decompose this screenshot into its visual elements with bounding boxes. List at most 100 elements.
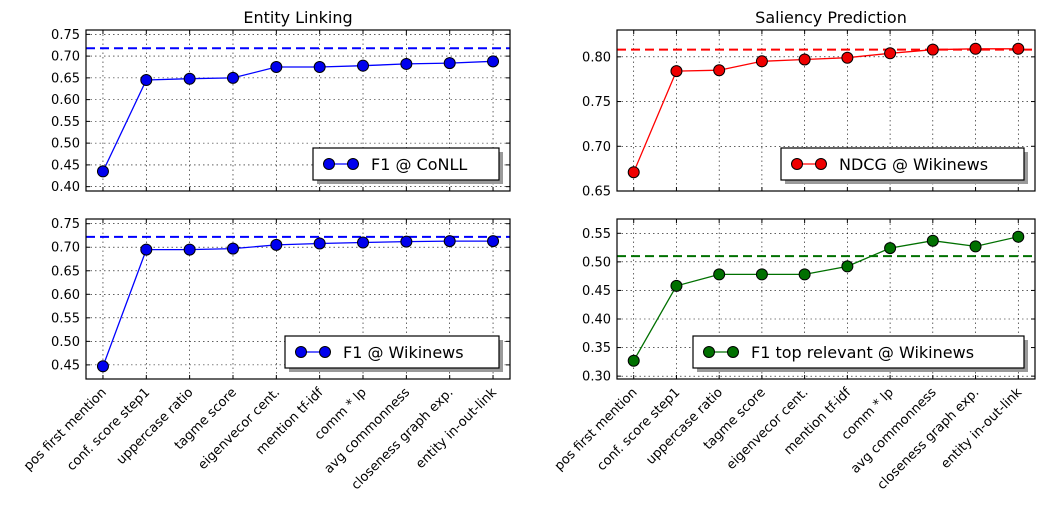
data-point: [270, 238, 283, 251]
legend: F1 @ Wikinews: [284, 335, 500, 369]
legend-marker: [323, 158, 335, 170]
panel-bottom-right: 0.30 0.35 0.40 0.45 0.50 0.55 F1 top relevant …: [552, 218, 1036, 493]
panel-bottom-left: 0.45 0.50 0.55 0.60 0.65 0.70 0.75 F1 @ Wikinew…: [21, 217, 511, 493]
y-tick-label: 0.55: [51, 115, 80, 130]
y-tick-label: 0.30: [582, 370, 611, 385]
data-point: [443, 235, 456, 248]
series-line: [102, 60, 494, 172]
plot-frame: [85, 218, 511, 380]
legend-marker: [347, 158, 359, 170]
y-tick-label: 0.55: [51, 311, 80, 326]
data-point: [96, 165, 109, 178]
data-point: [270, 60, 283, 73]
legend-label: F1 @ CoNLL: [371, 155, 467, 174]
data-point: [183, 243, 196, 256]
legend-marker: [295, 346, 307, 358]
y-tick-label: 0.75: [51, 28, 80, 43]
y-tick-label: 0.65: [51, 71, 80, 86]
y-tick-label: 0.50: [582, 255, 611, 270]
data-point: [183, 72, 196, 85]
right-column-title: Saliency Prediction: [755, 8, 907, 27]
data-point: [926, 234, 939, 247]
data-point: [140, 243, 153, 256]
data-point: [670, 65, 683, 78]
y-tick-label: 0.70: [51, 50, 80, 65]
data-point: [798, 53, 811, 66]
data-point: [884, 242, 897, 255]
data-point: [627, 354, 640, 367]
series-line: [102, 240, 493, 367]
y-tick-label: 0.75: [582, 95, 611, 110]
legend-label: F1 top relevant @ Wikinews: [751, 343, 974, 362]
data-point: [400, 235, 413, 248]
plot-frame: [616, 218, 1036, 380]
data-point: [841, 51, 854, 64]
data-point: [884, 47, 897, 60]
data-point: [313, 60, 326, 73]
y-tick-label: 0.70: [582, 140, 611, 155]
y-tick-label: 0.60: [51, 288, 80, 303]
data-point: [713, 64, 726, 77]
panel-top-right: 0.65 0.70 0.75 0.80 NDCG @ Wikinews: [582, 29, 1036, 200]
x-tick-label: eigenvecor cent.: [724, 385, 812, 473]
panel-top-left: 0.40 0.45 0.50 0.55 0.60 0.65 0.70 0.75 F1 @ CoN…: [51, 28, 511, 195]
data-point: [313, 237, 326, 250]
y-tick-label: 0.45: [582, 284, 611, 299]
y-tick-label: 0.40: [582, 313, 611, 328]
y-tick-label: 0.40: [51, 180, 80, 195]
x-tick-label: pos first mention: [21, 385, 110, 474]
y-tick-label: 0.65: [51, 264, 80, 279]
legend-marker: [727, 346, 739, 358]
y-tick-label: 0.75: [51, 217, 80, 232]
legend-marker: [703, 346, 715, 358]
legend-label: F1 @ Wikinews: [343, 343, 464, 362]
data-point: [357, 59, 370, 72]
plot-frame: [85, 29, 511, 192]
data-point: [96, 360, 109, 373]
data-point: [627, 166, 640, 179]
x-tick-label: uppercase ratio: [643, 385, 726, 468]
data-point: [670, 279, 683, 292]
x-tick-label: uppercase ratio: [114, 385, 197, 468]
data-point: [969, 42, 982, 55]
data-point: [140, 74, 153, 87]
legend-marker: [791, 158, 803, 170]
data-point: [226, 71, 239, 84]
data-point: [841, 260, 854, 273]
legend-marker: [319, 346, 331, 358]
data-point: [926, 43, 939, 56]
plot-frame: [616, 29, 1036, 192]
legend: F1 top relevant @ Wikinews: [692, 335, 1025, 369]
grid: [86, 30, 510, 191]
data-point: [226, 242, 239, 255]
plots: 0.40 0.45 0.50 0.55 0.60 0.65 0.70 0.75 F1 @ CoN…: [21, 28, 1036, 493]
series-line: [633, 236, 1019, 362]
legend-label: NDCG @ Wikinews: [839, 155, 988, 174]
data-point: [400, 57, 413, 70]
left-column-title: Entity Linking: [243, 8, 352, 27]
y-tick-label: 0.35: [582, 341, 611, 356]
y-tick-label: 0.45: [51, 358, 80, 373]
y-tick-label: 0.50: [51, 335, 80, 350]
data-point: [755, 55, 768, 68]
x-tick-label: entity in-out-link: [938, 385, 1025, 472]
y-tick-label: 0.50: [51, 137, 80, 152]
y-tick-label: 0.80: [582, 50, 611, 65]
data-point: [487, 235, 500, 248]
data-point: [713, 268, 726, 281]
y-tick-label: 0.60: [51, 93, 80, 108]
data-point: [1012, 230, 1025, 243]
data-point: [487, 55, 500, 68]
y-tick-label: 0.70: [51, 241, 80, 256]
series-line: [633, 48, 1019, 173]
data-point: [443, 57, 456, 70]
data-point: [755, 268, 768, 281]
legend: NDCG @ Wikinews: [780, 147, 1025, 181]
x-tick-label: eigenvecor cent.: [195, 385, 283, 473]
data-point: [1012, 42, 1025, 55]
legend-box: [692, 335, 1025, 369]
legend-marker: [815, 158, 827, 170]
x-tick-label: conf. score step1: [64, 385, 153, 474]
x-tick-label: entity in-out-link: [413, 385, 500, 472]
